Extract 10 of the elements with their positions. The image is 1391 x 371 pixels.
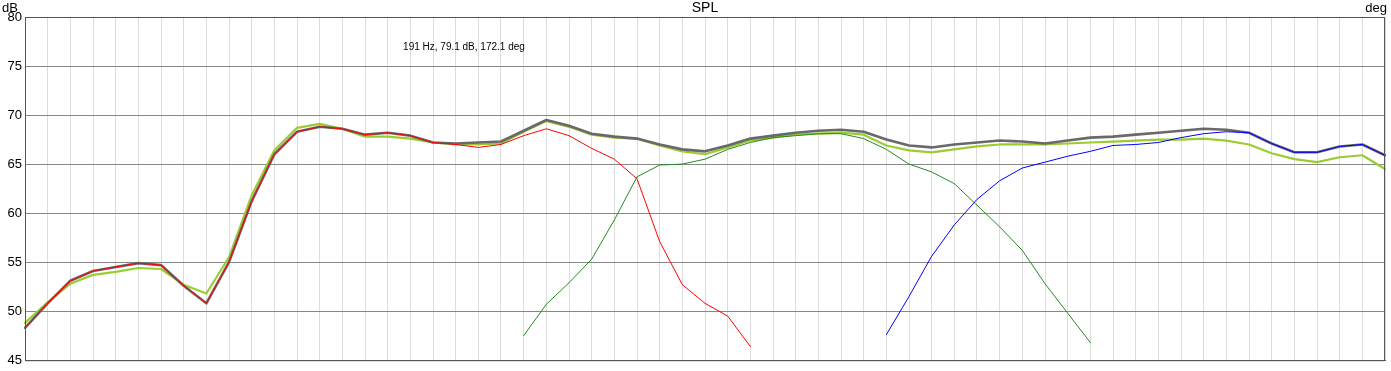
chart-title: SPL	[691, 0, 719, 15]
y-tick-label: 60	[7, 204, 22, 220]
y-tick-label: 70	[7, 106, 22, 122]
y-tick-label: 65	[7, 155, 22, 171]
y-tick-label: 45	[7, 351, 22, 367]
annotation: 191 Hz, 79.1 dB, 172.1 deg	[403, 40, 525, 52]
y-tick-label: 55	[7, 253, 22, 269]
y-tick-label: 75	[7, 57, 22, 73]
y-tick-label: 50	[7, 302, 22, 318]
y2-axis-title: deg	[1365, 0, 1387, 15]
